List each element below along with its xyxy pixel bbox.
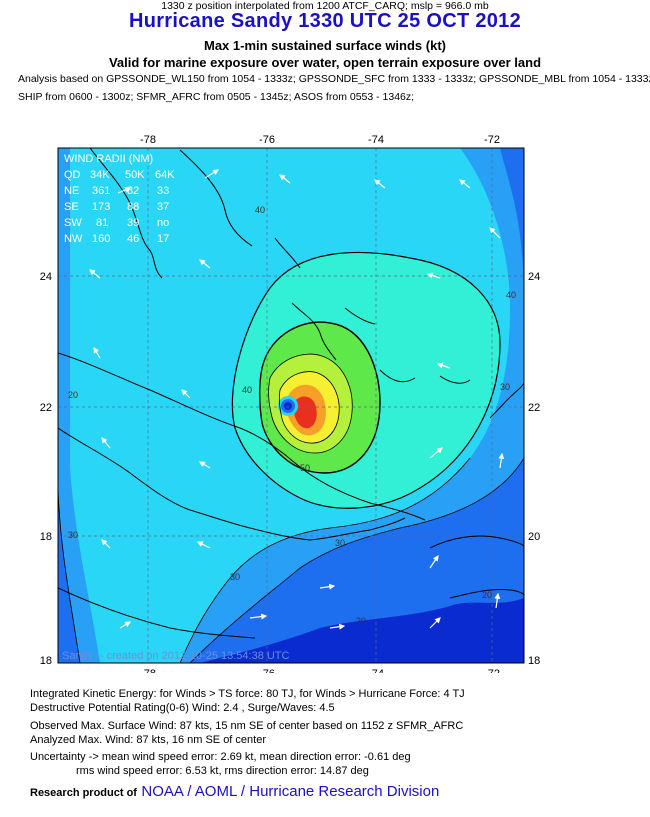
- contour-label: 50: [300, 463, 310, 473]
- wind-contour-field: 20 30 40 50 20 30 40 40 30 30 20: [58, 148, 524, 663]
- analysis-sources-line2: SHIP from 0600 - 1300z; SFMR_AFRC from 0…: [18, 91, 415, 103]
- radii-row-50k: 46: [127, 233, 139, 245]
- coastlines: [58, 148, 524, 639]
- radii-row-50k: 88: [127, 201, 139, 213]
- lon-tick-label: -78: [140, 134, 156, 146]
- plot-frame: [57, 147, 525, 664]
- contour-label: 20: [68, 390, 78, 400]
- wind-vectors: [89, 169, 505, 630]
- contour-label: 30: [68, 530, 78, 540]
- wind-field-map: -78 -76 -74 -72 -78 -76 -74 -72 24 22 18…: [40, 134, 541, 673]
- chart-title: Hurricane Sandy 1330 UTC 25 OCT 2012: [128, 10, 522, 32]
- contour-label: 30: [500, 382, 510, 392]
- lat-tick-labels-right: 24 22 20 18: [528, 271, 540, 667]
- contour-label: 30: [230, 572, 240, 582]
- radii-row-64k: 33: [157, 185, 169, 197]
- credit-line: Research product of NOAA / AOML / Hurric…: [30, 783, 439, 801]
- contour-label: 20: [482, 590, 492, 600]
- radii-header-34k: 34K: [90, 169, 110, 181]
- credit-organization-link[interactable]: NOAA / AOML / Hurricane Research Divisio…: [141, 783, 440, 800]
- rms-error-line: rms wind speed error: 6.53 kt, rms direc…: [76, 765, 369, 777]
- lon-tick-label: -72: [484, 668, 500, 673]
- radii-row-50k: 39: [127, 217, 139, 229]
- radii-row-64k: 17: [157, 233, 169, 245]
- radii-row-quadrant: SE: [64, 201, 79, 213]
- credit-lead: Research product of: [30, 787, 137, 799]
- analyzed-max-wind-line: Analyzed Max. Wind: 87 kts, 16 nm SE of …: [30, 734, 266, 746]
- radii-row-34k: 81: [96, 217, 108, 229]
- lat-tick-label: 22: [40, 402, 52, 414]
- uncertainty-line: Uncertainty -> mean wind speed error: 2.…: [30, 751, 411, 763]
- lat-tick-label: 20: [528, 531, 540, 543]
- radii-row-50k: 82: [127, 185, 139, 197]
- lon-tick-label: -72: [484, 134, 500, 146]
- lon-tick-label: -74: [368, 134, 384, 146]
- lat-lon-grid: [58, 148, 524, 663]
- contour-label: 20: [356, 616, 366, 626]
- radii-row-quadrant: NE: [64, 185, 79, 197]
- contour-label: 40: [255, 205, 265, 215]
- radii-row-64k: 37: [157, 201, 169, 213]
- lon-tick-label: -78: [140, 668, 156, 673]
- contour-label: 40: [242, 385, 252, 395]
- radii-row-34k: 173: [92, 201, 110, 213]
- wind-radii-title: WIND RADII (NM): [64, 153, 153, 165]
- radii-header-64k: 64K: [155, 169, 175, 181]
- lat-tick-label: 24: [528, 271, 540, 283]
- created-timestamp: Sandy -- created on 2012-10-25 13:54:38 …: [62, 650, 290, 662]
- radii-header-qd: QD: [64, 169, 81, 181]
- position-note: 1330 z position interpolated from 1200 A…: [161, 0, 489, 12]
- lat-tick-labels-left: 24 22 18 18: [40, 271, 52, 667]
- wind-band-85: [293, 396, 317, 429]
- lon-tick-label: -76: [259, 668, 275, 673]
- validity-note: Valid for marine exposure over water, op…: [108, 55, 542, 70]
- destructive-potential-line: Destructive Potential Rating(0-6) Wind: …: [30, 702, 335, 714]
- analysis-sources-line1: Analysis based on GPSSONDE_WL150 from 10…: [18, 73, 650, 85]
- lat-tick-label: 24: [40, 271, 52, 283]
- contour-labels: 20 30 40 50 20 30 40 40 30 30 20: [68, 205, 516, 626]
- lat-tick-label: 18: [40, 655, 52, 667]
- lat-tick-label: 18: [528, 655, 540, 667]
- contour-label: 30: [335, 538, 345, 548]
- lon-tick-label: -74: [368, 668, 384, 673]
- radii-row-quadrant: NW: [64, 233, 83, 245]
- chart-subtitle: Max 1-min sustained surface winds (kt): [203, 38, 446, 53]
- wind-radii-table: WIND RADII (NM) QD 34K 50K 64K NE 361 82…: [64, 153, 175, 245]
- observed-max-wind-line: Observed Max. Surface Wind: 87 kts, 15 n…: [30, 720, 464, 732]
- radii-row-34k: 361: [92, 185, 110, 197]
- lat-tick-label: 22: [528, 402, 540, 414]
- radii-header-50k: 50K: [125, 169, 145, 181]
- ike-line: Integrated Kinetic Energy: for Winds > T…: [30, 688, 465, 700]
- contour-lines: [58, 148, 524, 663]
- contour-label: 40: [506, 290, 516, 300]
- lon-tick-labels-top: -78 -76 -74 -72: [140, 134, 500, 146]
- eye-core: [284, 402, 292, 410]
- radii-row-quadrant: SW: [64, 217, 82, 229]
- radii-row-34k: 160: [92, 233, 110, 245]
- lat-tick-label: 18: [40, 531, 52, 543]
- lon-tick-label: -76: [259, 134, 275, 146]
- lon-tick-labels-bottom: -78 -76 -74 -72: [140, 668, 500, 673]
- radii-row-64k: no: [157, 217, 169, 229]
